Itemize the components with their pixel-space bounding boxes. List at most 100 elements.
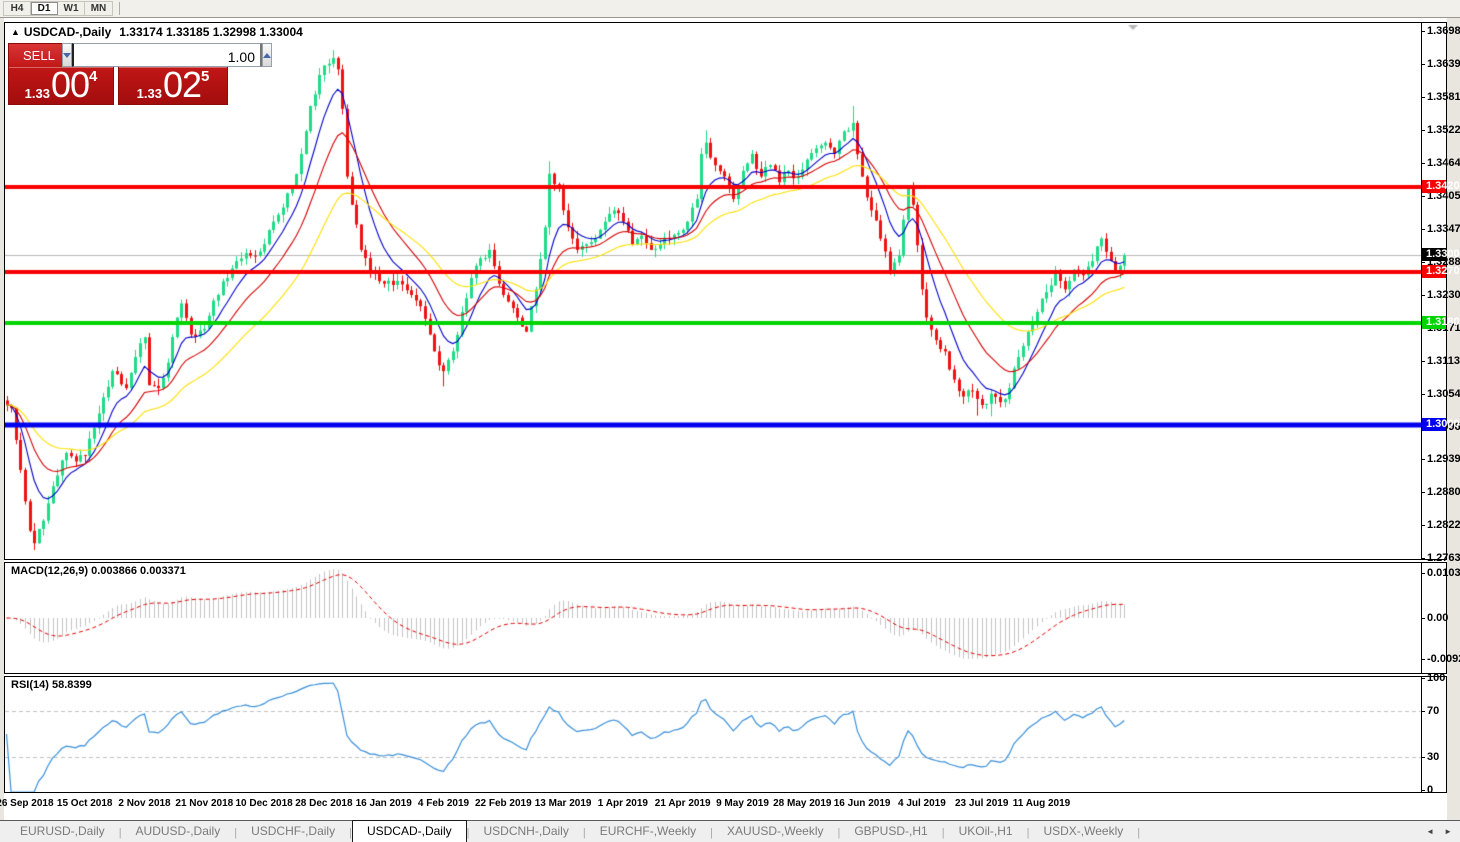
chevron-down-icon	[63, 52, 71, 58]
level-price-tag: 1.32701	[1422, 265, 1460, 278]
axis-tick-mark	[1422, 678, 1425, 679]
chart-window: 1.36980 1.36395 1.35810 1.35225 1.34640 1.340…	[0, 18, 1460, 820]
chart-tab-bar: EURUSD-,Daily | AUDUSD-,Daily | USDCHF-,Dail…	[0, 820, 1460, 842]
rsi-axis-label: 0	[1427, 784, 1434, 796]
volume-increase-button[interactable]	[262, 43, 272, 67]
macd-label: MACD(12,26,9) 0.003866 0.003371	[11, 565, 186, 577]
axis-tick-mark	[1422, 163, 1425, 164]
axis-tick-mark	[1422, 573, 1425, 574]
tab-divider: |	[837, 827, 841, 839]
macd-values: 0.003866 0.003371	[91, 565, 186, 577]
axis-tick-mark	[1422, 459, 1425, 460]
macd-canvas	[5, 563, 1421, 673]
date-axis: 26 Sep 2018 15 Oct 2018 2 Nov 2018 21 Nov 2…	[0, 793, 1447, 820]
tab-divider: |	[1026, 827, 1030, 839]
price-axis-label: 1.31130	[1427, 355, 1460, 367]
volume-input[interactable]	[72, 43, 262, 67]
tab-gbpusd-h1[interactable]: GBPUSD-,H1	[854, 824, 928, 838]
sell-price-big: 00	[50, 64, 90, 105]
tab-usdcnh-daily[interactable]: USDCNH-,Daily	[483, 824, 569, 838]
axis-tick-mark	[1422, 711, 1425, 712]
macd-panel[interactable]: 0.010311 0.00 -0.009203 MACD(12,26,9) 0.00…	[4, 562, 1460, 674]
tab-divider: |	[118, 827, 122, 839]
collapse-trade-panel-icon[interactable]: ▲	[11, 27, 20, 37]
tab-scroll-right-icon[interactable]: ►	[1444, 827, 1452, 836]
axis-tick-mark	[1422, 295, 1425, 296]
price-chart-panel[interactable]: 1.36980 1.36395 1.35810 1.35225 1.34640 1.340…	[4, 22, 1460, 564]
tab-divider: |	[234, 827, 238, 839]
volume-decrease-button[interactable]	[62, 43, 72, 67]
sell-price-small: 1.33	[24, 86, 50, 101]
axis-tick-mark	[1422, 618, 1425, 619]
tab-divider: |	[941, 827, 945, 839]
toolbar-separator	[119, 2, 120, 15]
price-axis-label: 1.35225	[1427, 124, 1460, 136]
x-axis-date-label: 26 Sep 2018	[0, 798, 54, 809]
x-axis-date-label: 23 Jul 2019	[955, 798, 1009, 809]
level-price-tag: 1.30004	[1422, 418, 1460, 431]
tab-usdx-weekly[interactable]: USDX-,Weekly	[1043, 824, 1124, 838]
tab-divider: |	[1137, 827, 1141, 839]
axis-tick-mark	[1422, 262, 1425, 263]
timeframe-h4-button[interactable]: H4	[4, 2, 31, 15]
price-axis-label: 1.35810	[1427, 91, 1460, 103]
buy-price: 1.33 02 5	[119, 67, 227, 104]
axis-tick-mark	[1422, 97, 1425, 98]
candlestick-canvas[interactable]	[5, 23, 1421, 559]
volume-control	[62, 43, 272, 67]
tab-eurchf-weekly[interactable]: EURCHF-,Weekly	[599, 824, 697, 838]
window-edge-left	[0, 18, 4, 820]
axis-tick-mark	[1422, 492, 1425, 493]
rsi-panel[interactable]: 100 70 30 0 RSI(14) 58.8399	[4, 672, 1447, 796]
timeframe-mn-button[interactable]: MN	[85, 2, 112, 15]
price-axis-label: 1.33470	[1427, 223, 1460, 235]
tab-divider: |	[582, 827, 586, 839]
rsi-value: 58.8399	[51, 679, 92, 691]
timeframe-d1-button[interactable]: D1	[31, 2, 58, 15]
one-click-trading-panel: SELL 1.33 00 4 BUY 1.33 02 5	[8, 43, 272, 105]
x-axis-date-label: 13 Mar 2019	[534, 798, 592, 809]
tab-xauusd-weekly[interactable]: XAUUSD-,Weekly	[727, 824, 824, 838]
timeframe-w1-button[interactable]: W1	[58, 2, 85, 15]
axis-tick-mark	[1422, 130, 1425, 131]
window-edge-right	[1447, 18, 1460, 820]
tab-scroll-left-icon[interactable]: ◄	[1426, 827, 1434, 836]
tab-divider: |	[349, 827, 352, 839]
x-axis-date-label: 28 May 2019	[773, 798, 832, 809]
price-axis-label: 1.34055	[1427, 190, 1460, 202]
tab-eurusd-daily[interactable]: EURUSD-,Daily	[20, 824, 105, 838]
rsi-label: RSI(14) 58.8399	[11, 679, 92, 691]
tab-divider: |	[710, 827, 714, 839]
price-axis-label: 1.30545	[1427, 388, 1460, 400]
x-axis-date-label: 21 Apr 2019	[654, 798, 711, 809]
x-axis-date-label: 9 May 2019	[716, 798, 769, 809]
buy-price-big: 02	[162, 64, 202, 105]
x-axis-date-label: 11 Aug 2019	[1012, 798, 1071, 809]
axis-tick-mark	[1422, 659, 1425, 660]
tab-audusd-daily[interactable]: AUDUSD-,Daily	[135, 824, 221, 838]
chart-title-ohlc: ▲ USDCAD-,Daily 1.33174 1.33185 1.32998 1.…	[11, 25, 303, 39]
tab-usdchf-daily[interactable]: USDCHF-,Daily	[251, 824, 336, 838]
ohlc-values: 1.33174 1.33185 1.32998 1.33004	[119, 25, 303, 39]
rsi-canvas	[5, 677, 1421, 792]
axis-tick-mark	[1422, 558, 1425, 559]
axis-tick-mark	[1422, 229, 1425, 230]
price-axis-label: 1.28805	[1427, 486, 1460, 498]
macd-axis-label: 0.00	[1427, 612, 1449, 624]
x-axis-date-label: 28 Dec 2018	[295, 798, 353, 809]
sell-price: 1.33 00 4	[9, 67, 113, 104]
macd-axis-label: 0.010311	[1427, 567, 1460, 579]
axis-tick-mark	[1422, 790, 1425, 791]
tab-usdcad-daily[interactable]: USDCAD-,Daily	[351, 820, 467, 842]
x-axis-date-label: 4 Jul 2019	[897, 798, 946, 809]
rsi-axis: 100 70 30 0	[1421, 672, 1446, 796]
price-axis[interactable]: 1.36980 1.36395 1.35810 1.35225 1.34640 1.340…	[1421, 23, 1460, 564]
x-axis-date-label: 22 Feb 2019	[474, 798, 532, 809]
x-axis-date-label: 10 Dec 2018	[235, 798, 293, 809]
x-axis-date-label: 4 Feb 2019	[417, 798, 470, 809]
rsi-name: RSI(14)	[11, 679, 49, 691]
sell-button[interactable]: SELL	[9, 44, 113, 68]
buy-price-pip: 5	[201, 68, 210, 85]
axis-tick-mark	[1422, 361, 1425, 362]
tab-ukoil-h1[interactable]: UKOil-,H1	[958, 824, 1013, 838]
